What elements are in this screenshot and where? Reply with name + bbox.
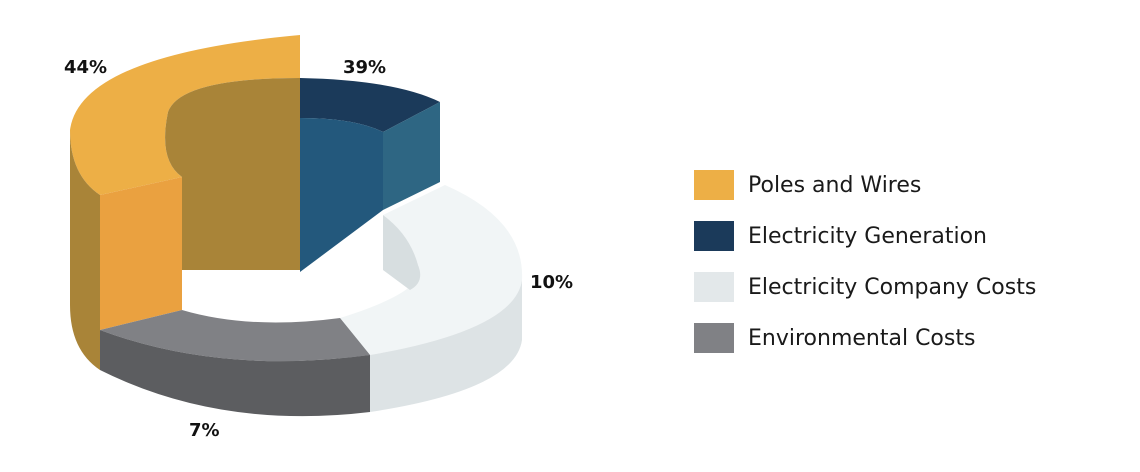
legend-swatch (694, 170, 734, 200)
legend-label: Environmental Costs (748, 325, 976, 351)
value-label-poles-and-wires: 44% (64, 57, 107, 78)
slice-poles-and-wires (70, 35, 300, 370)
legend-item-electricity-company-costs: Electricity Company Costs (694, 272, 1036, 302)
legend-item-poles-and-wires: Poles and Wires (694, 170, 1036, 200)
chart-legend: Poles and Wires Electricity Generation E… (694, 170, 1036, 374)
legend-swatch (694, 221, 734, 251)
legend-swatch (694, 272, 734, 302)
legend-label: Poles and Wires (748, 172, 922, 198)
legend-label: Electricity Company Costs (748, 274, 1037, 300)
slice-electricity-generation (300, 78, 440, 272)
slice-electricity-company-costs (340, 185, 523, 412)
value-label-electricity-company-costs: 10% (530, 272, 573, 293)
value-label-electricity-generation: 39% (343, 57, 386, 78)
legend-label: Electricity Generation (748, 223, 988, 249)
legend-item-electricity-generation: Electricity Generation (694, 221, 1036, 251)
value-label-environmental-costs: 7% (189, 420, 220, 441)
legend-item-environmental-costs: Environmental Costs (694, 323, 1036, 353)
slice-environmental-costs (100, 310, 370, 417)
legend-swatch (694, 323, 734, 353)
